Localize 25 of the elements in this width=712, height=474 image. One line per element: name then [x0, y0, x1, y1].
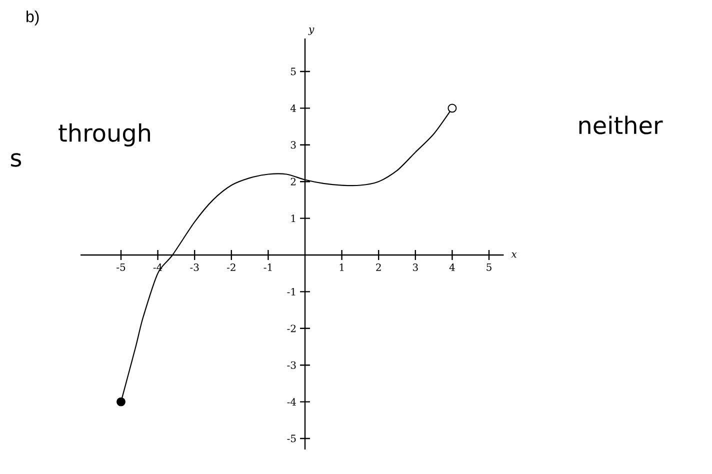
- x-tick-label: 2: [376, 263, 381, 271]
- y-tick-label: 2: [290, 178, 296, 186]
- x-tick-label: -1: [264, 263, 272, 271]
- y-axis-title: y: [308, 28, 314, 35]
- y-tick-label: -1: [287, 288, 296, 296]
- text: neither: [579, 116, 663, 134]
- x-tick-label: 5: [486, 263, 492, 271]
- x-tick-label: 3: [413, 263, 418, 272]
- y-tick-label: -4: [287, 398, 296, 406]
- y-tick-label: -2: [287, 324, 296, 332]
- y-tick-label: 1: [291, 214, 296, 222]
- x-tick-label: -5: [116, 263, 126, 271]
- x-tick-label: -3: [190, 263, 199, 272]
- x-tick-label: -2: [226, 263, 236, 271]
- y-tick-label: -3: [287, 361, 296, 369]
- y-tick-label: 3: [290, 141, 296, 149]
- y-tick-label: 4: [290, 104, 296, 112]
- text: s: [11, 153, 22, 167]
- chart-title: b): [26, 10, 39, 26]
- y-tick-label: -5: [287, 434, 296, 442]
- annotation: through: [58, 123, 150, 147]
- y-tick-label: 5: [291, 68, 296, 76]
- x-axis-title: x: [511, 252, 517, 258]
- x-tick-label: 4: [449, 263, 455, 271]
- x-tick-label: 1: [340, 263, 344, 271]
